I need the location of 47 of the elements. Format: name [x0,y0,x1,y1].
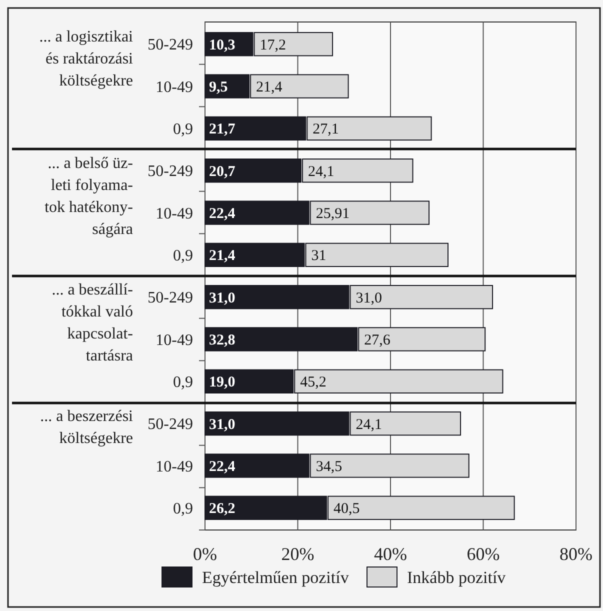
y-tick-label: 10-49 [156,205,193,222]
data-label: 21,7 [209,122,236,138]
data-label: 22,4 [209,206,236,222]
text: ... a beszerzési költségekre [40,408,134,448]
data-label: 34,5 [316,458,342,475]
data-label: 24,1 [356,416,382,433]
data-label: 21,4 [209,248,236,264]
y-tick-label: 50-249 [148,416,193,434]
data-label: 26,2 [209,501,236,518]
x-tick-label: 60% [466,544,500,564]
data-label: 10,3 [209,37,236,54]
text: ... a belső üz- leti folyama- tok hatékony- ságára [44,155,133,238]
y-tick-label: 0,9 [173,374,193,391]
x-tick-label: 80% [560,544,592,564]
y-tick-label: 10-49 [156,458,193,476]
data-label: 25,91 [316,206,350,222]
data-label: 40,5 [334,501,360,518]
data-label: 21,4 [256,80,283,96]
y-tick-label: 10-49 [156,332,193,349]
y-tick-label: 50-249 [148,36,193,54]
data-label: 32,8 [209,332,236,348]
data-label: 31,0 [209,290,236,306]
data-label: 9,5 [209,80,228,96]
data-label: 17,2 [260,37,286,54]
data-label: 20,7 [209,164,236,180]
y-tick-label: 50-249 [148,290,193,307]
y-tick-label: 0,9 [173,121,193,138]
legend-label: Inkább pozitív [407,568,506,587]
data-label: 31,0 [209,416,236,433]
legend-label: Egyértelműen pozitív [202,568,350,587]
text: ... a logisztikai és raktározási költségekre [39,28,134,90]
y-tick-label: 10-49 [156,78,193,96]
data-label: 27,6 [364,332,391,348]
y-tick-label: 0,9 [173,248,193,265]
data-label: 31,0 [356,290,382,306]
x-tick-label: 40% [374,544,407,564]
data-label: 31 [311,248,326,264]
data-label: 19,0 [209,374,236,391]
x-tick-label: 0% [193,544,217,564]
data-label: 45,2 [300,374,326,391]
data-label: 22,4 [209,458,236,475]
x-tick-label: 20% [281,544,314,564]
y-tick-label: 50-249 [148,163,193,180]
text: ... a beszállí- tókkal való kapcsolat- tartásra [52,282,133,365]
data-label: 24,1 [308,164,334,180]
y-tick-label: 0,9 [173,500,193,518]
data-label: 27,1 [312,122,339,138]
